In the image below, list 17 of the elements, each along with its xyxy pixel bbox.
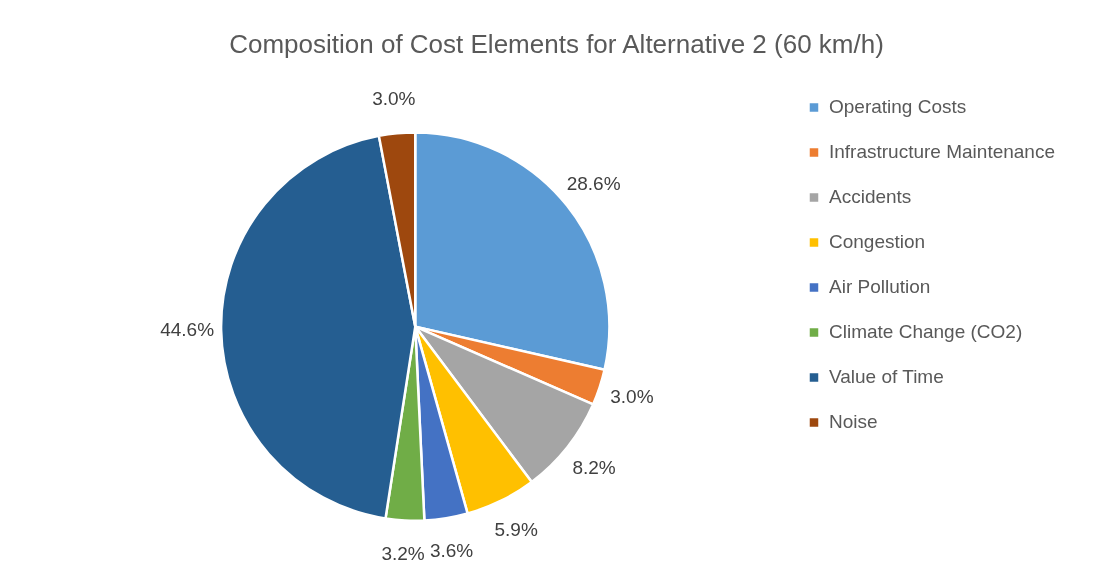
data-label: 3.6% (429, 540, 474, 562)
data-label: 3.2% (381, 542, 425, 564)
legend-label: Noise (828, 410, 878, 432)
legend-label: Climate Change (CO2) (828, 320, 1023, 342)
data-label: 44.6% (160, 318, 215, 340)
legend-label: Value of Time (828, 365, 944, 387)
data-label: 3.0% (610, 386, 654, 408)
legend-label: Operating Costs (828, 95, 967, 117)
data-label: 5.9% (494, 519, 538, 541)
legend-label: Accidents (828, 185, 912, 207)
chart-title: Composition of Cost Elements for Alternative 2 (60 km/h) (229, 28, 884, 59)
legend-label: Air Pollution (828, 275, 931, 297)
data-label: 28.6% (566, 172, 621, 194)
legend-label: Infrastructure Maintenance (828, 140, 1056, 162)
data-label: 8.2% (572, 456, 616, 478)
data-label: 3.0% (372, 87, 416, 109)
legend-label: Congestion (828, 230, 926, 252)
